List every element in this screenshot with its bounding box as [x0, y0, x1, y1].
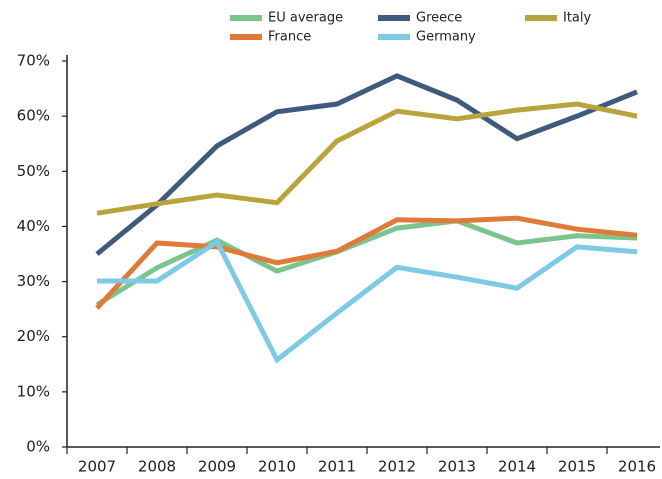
- series-line: [97, 238, 638, 364]
- series-line: [95, 215, 638, 310]
- y-tick-label: 70%: [17, 52, 50, 70]
- legend-label: Italy: [563, 11, 592, 26]
- x-tick-label: 2009: [198, 458, 236, 476]
- x-tick-label: 2016: [618, 458, 656, 476]
- y-tick-label: 20%: [17, 327, 50, 345]
- series-line: [96, 101, 638, 216]
- x-tick-label: 2010: [258, 458, 296, 476]
- x-tick-label: 2008: [138, 458, 176, 476]
- x-tick-label: 2013: [438, 458, 476, 476]
- y-tick-label: 40%: [17, 217, 50, 235]
- x-tick-label: 2014: [498, 458, 536, 476]
- series-line: [95, 73, 638, 256]
- series-line: [95, 218, 638, 307]
- x-tick-label: 2011: [318, 458, 356, 476]
- y-tick-label: 10%: [17, 382, 50, 400]
- legend-label: Germany: [416, 30, 476, 45]
- legend-label: Greece: [416, 11, 462, 26]
- y-tick-label: 30%: [17, 272, 50, 290]
- y-tick-label: 50%: [17, 162, 50, 180]
- legend-label: EU average: [268, 11, 343, 26]
- y-tick-label: 0%: [26, 438, 50, 456]
- x-tick-label: 2007: [78, 458, 116, 476]
- x-tick-label: 2012: [378, 458, 416, 476]
- legend-label: France: [268, 30, 311, 45]
- x-tick-label: 2015: [558, 458, 596, 476]
- y-tick-label: 60%: [17, 107, 50, 125]
